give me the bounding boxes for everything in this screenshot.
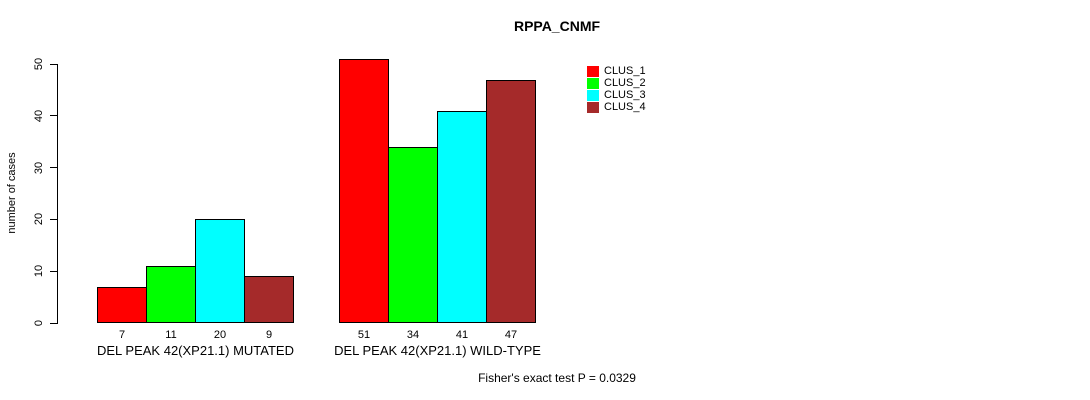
y-tick bbox=[50, 322, 57, 324]
legend-label: CLUS_2 bbox=[604, 77, 646, 89]
bar-clus_2-group2 bbox=[388, 147, 438, 323]
y-tick-label: 40 bbox=[33, 109, 45, 122]
y-tick-label: 50 bbox=[33, 57, 45, 71]
y-tick-label: 0 bbox=[33, 319, 45, 327]
legend-label: CLUS_4 bbox=[604, 101, 646, 113]
group-label: DEL PEAK 42(XP21.1) WILD-TYPE bbox=[334, 343, 541, 358]
y-tick bbox=[50, 167, 57, 169]
legend-item: CLUS_2 bbox=[587, 77, 646, 89]
y-axis bbox=[57, 64, 58, 324]
y-tick-label: 30 bbox=[33, 161, 45, 174]
y-tick bbox=[50, 63, 57, 65]
bar-clus_1-group2 bbox=[339, 59, 389, 323]
bar-clus_1-group1 bbox=[97, 287, 147, 323]
legend-swatch-icon bbox=[587, 101, 599, 113]
bar-value-label: 41 bbox=[455, 329, 469, 341]
bar-value-label: 34 bbox=[406, 329, 420, 341]
bar-value-label: 51 bbox=[357, 329, 371, 341]
y-tick-label: 10 bbox=[33, 265, 45, 278]
bar-value-label: 20 bbox=[213, 329, 227, 341]
legend-swatch-icon bbox=[587, 65, 599, 77]
legend-swatch-icon bbox=[587, 89, 599, 101]
y-tick bbox=[50, 115, 57, 117]
y-tick-label: 20 bbox=[33, 213, 45, 226]
legend-item: CLUS_3 bbox=[587, 89, 646, 101]
bar-clus_4-group1 bbox=[244, 276, 294, 323]
bar-value-label: 47 bbox=[504, 329, 518, 341]
bar-value-label: 11 bbox=[165, 329, 177, 341]
bar-clus_2-group1 bbox=[146, 266, 196, 323]
legend: CLUS_1 CLUS_2 CLUS_3 CLUS_4 bbox=[587, 65, 646, 113]
y-tick bbox=[50, 270, 57, 272]
bar-value-label: 9 bbox=[265, 329, 273, 341]
legend-label: CLUS_3 bbox=[604, 89, 646, 101]
y-tick bbox=[50, 218, 57, 220]
legend-item: CLUS_1 bbox=[587, 65, 646, 77]
legend-item: CLUS_4 bbox=[587, 101, 646, 113]
chart-title: RPPA_CNMF bbox=[513, 18, 601, 34]
bar-clus_3-group2 bbox=[437, 111, 487, 323]
bar-clus_3-group1 bbox=[195, 219, 245, 323]
group-label: DEL PEAK 42(XP21.1) MUTATED bbox=[97, 343, 294, 358]
bar-clus_4-group2 bbox=[486, 80, 536, 323]
legend-swatch-icon bbox=[587, 77, 599, 89]
y-axis-title: number of cases bbox=[6, 152, 18, 234]
legend-label: CLUS_1 bbox=[604, 65, 646, 77]
stat-note: Fisher's exact test P = 0.0329 bbox=[478, 371, 636, 385]
bar-value-label: 7 bbox=[118, 329, 126, 341]
